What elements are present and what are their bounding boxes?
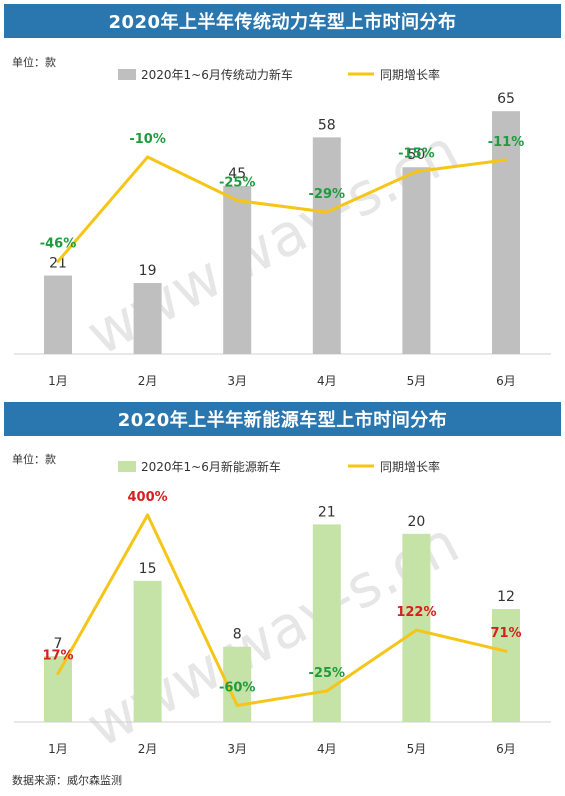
bar-6 [492, 609, 520, 722]
growth-rate-label: 122% [396, 605, 436, 620]
x-tick-label: 5月 [407, 742, 427, 756]
bar-value-label: 7 [54, 636, 63, 652]
growth-rate-label: -25% [309, 666, 346, 681]
line-point-2 [146, 155, 150, 159]
line-point-5 [414, 170, 418, 173]
x-tick-label: 2月 [138, 374, 158, 388]
bar-value-label: 8 [233, 627, 242, 643]
growth-rate-label: -46% [40, 236, 77, 251]
bar-5 [402, 167, 431, 354]
x-tick-label: 1月 [48, 742, 68, 756]
growth-rate-label: -15% [398, 147, 435, 162]
bar-value-label: 50 [407, 147, 425, 163]
x-tick-label: 1月 [48, 374, 68, 388]
x-tick-label: 4月 [317, 374, 337, 388]
x-tick-label: 6月 [496, 742, 516, 756]
x-tick-label: 4月 [317, 742, 337, 756]
growth-rate-label: -29% [309, 187, 346, 202]
legend-label-bar: 2020年1~6月传统动力新车 [141, 67, 293, 82]
line-point-6 [504, 158, 508, 162]
growth-rate-line [56, 155, 507, 263]
bar-1 [44, 275, 72, 354]
growth-rate-label: -60% [219, 680, 256, 695]
line-point-6 [504, 649, 508, 653]
bar-value-label: 21 [49, 256, 67, 272]
line-point-4 [325, 689, 329, 693]
line-point-4 [325, 210, 329, 214]
data-source-note: 数据来源：威尔森监测 [12, 774, 122, 787]
x-tick-label: 3月 [227, 742, 247, 756]
x-tick-label: 3月 [227, 374, 247, 388]
bar-value-label: 12 [497, 589, 515, 605]
bar-4 [312, 524, 341, 722]
legend-label-line: 同期增长率 [380, 459, 440, 474]
chart-title: 2020年上半年新能源车型上市时间分布 [4, 402, 561, 436]
bar-6 [492, 111, 520, 355]
bar-3 [223, 185, 252, 354]
bar-value-label: 20 [407, 514, 425, 530]
growth-rate-label: -11% [488, 135, 525, 150]
bar-5 [402, 533, 431, 722]
bar-4 [312, 137, 341, 354]
legend-label-bar: 2020年1~6月新能源新车 [141, 459, 281, 474]
unit-label: 单位：款 [12, 452, 56, 466]
growth-rate-label: 17% [42, 649, 73, 664]
x-tick-label: 5月 [407, 374, 427, 388]
bar-value-label: 19 [139, 263, 157, 279]
x-tick-label: 2月 [138, 742, 158, 756]
bar-1 [44, 656, 72, 722]
bar-value-label: 15 [139, 561, 157, 577]
chart-new-energy-vehicles: 2020年上半年新能源车型上市时间分布 www.way-s.cn 单位：款 2020… [0, 402, 565, 774]
x-tick-label: 6月 [496, 374, 516, 388]
growth-rate-label: 400% [128, 490, 168, 505]
line-point-3 [235, 199, 239, 202]
growth-rate-label: 71% [490, 626, 521, 641]
line-point-2 [146, 513, 150, 517]
bar-value-label: 21 [318, 504, 336, 520]
growth-rate-label: -25% [219, 176, 256, 191]
legend-label-line: 同期增长率 [380, 67, 440, 82]
line-point-5 [414, 628, 418, 632]
line-point-3 [235, 703, 239, 707]
unit-label: 单位：款 [12, 55, 56, 69]
bar-2 [133, 580, 162, 722]
growth-rate-line [56, 513, 507, 707]
bar-value-label: 58 [318, 117, 336, 133]
legend-swatch-bar [118, 461, 136, 472]
legend-swatch-bar [118, 69, 136, 80]
bar-2 [133, 283, 162, 354]
bar-value-label: 65 [497, 91, 515, 107]
chart-traditional-vehicles: 2020年上半年传统动力车型上市时间分布 www.way-s.cn 单位：款 202… [4, 4, 561, 388]
chart-title: 2020年上半年传统动力车型上市时间分布 [4, 4, 561, 38]
bar-value-label: 45 [228, 166, 246, 182]
line-point-1 [56, 259, 60, 263]
growth-rate-label: -10% [129, 132, 166, 147]
line-point-1 [56, 672, 60, 676]
